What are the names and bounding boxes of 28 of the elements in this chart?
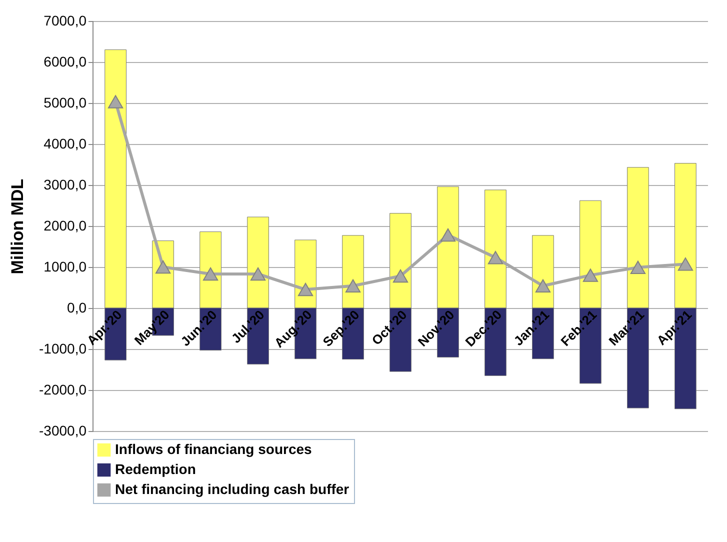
y-tick-label: -3000,0: [39, 422, 87, 438]
point: [488, 250, 504, 264]
point: [250, 267, 266, 281]
y-tick-label: 4000,0: [44, 136, 87, 152]
point: [298, 282, 314, 296]
y-tick-label: 6000,0: [44, 54, 87, 70]
point: [202, 267, 218, 281]
point: [392, 269, 408, 283]
y-axis-title: Million MDL: [8, 178, 28, 274]
point: [630, 260, 646, 274]
y-tick-label: 7000,0: [44, 12, 87, 28]
y-tick-label: 1000,0: [44, 258, 87, 274]
point: [535, 279, 551, 292]
legend-label: Redemption: [115, 461, 196, 477]
point: [345, 279, 361, 292]
legend-label: Net financing including cash buffer: [115, 481, 350, 497]
y-tick-label: -1000,0: [39, 340, 87, 356]
y-tick-label: 5000,0: [44, 94, 87, 110]
y-tick-label: -2000,0: [39, 382, 87, 398]
y-tick-label: 0,0: [67, 300, 87, 316]
y-tick-label: 3000,0: [44, 176, 87, 192]
legend-label: Inflows of financiang sources: [115, 441, 312, 457]
point: [582, 268, 598, 282]
y-tick-label: 2000,0: [44, 218, 87, 234]
point: [108, 95, 124, 108]
point: [440, 228, 456, 242]
point: [678, 258, 694, 271]
point: [155, 260, 171, 274]
